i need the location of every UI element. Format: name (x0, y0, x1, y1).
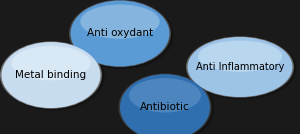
Ellipse shape (70, 1, 170, 66)
Text: Anti oxydant: Anti oxydant (87, 29, 153, 38)
Ellipse shape (188, 37, 292, 97)
Ellipse shape (11, 46, 91, 80)
Ellipse shape (198, 41, 282, 72)
Ellipse shape (2, 42, 100, 108)
Ellipse shape (186, 36, 294, 98)
Text: Metal binding: Metal binding (15, 70, 87, 80)
Ellipse shape (119, 75, 214, 134)
Ellipse shape (1, 43, 105, 111)
Ellipse shape (129, 78, 201, 112)
Ellipse shape (80, 4, 160, 39)
Text: Antibiotic: Antibiotic (140, 102, 190, 112)
Ellipse shape (187, 38, 297, 100)
Ellipse shape (70, 1, 174, 69)
Ellipse shape (120, 74, 210, 134)
Ellipse shape (0, 41, 102, 109)
Ellipse shape (118, 74, 212, 134)
Text: Anti Inflammatory: Anti Inflammatory (196, 62, 284, 72)
Ellipse shape (69, 0, 171, 67)
